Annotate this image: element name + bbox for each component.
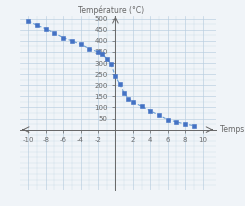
Text: Temps (s): Temps (s): [220, 125, 245, 134]
Text: Température (°C): Température (°C): [78, 5, 145, 15]
